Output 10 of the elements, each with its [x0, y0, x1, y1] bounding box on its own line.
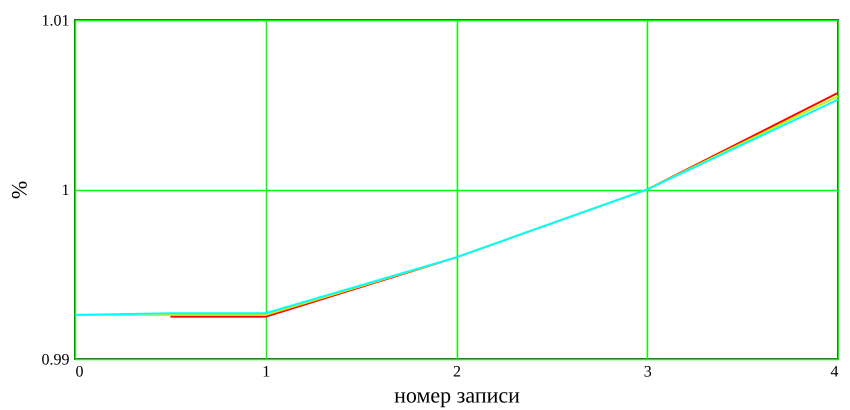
- x-axis-title: номер записи: [394, 382, 520, 408]
- x-tick-label: 2: [453, 364, 461, 380]
- y-tick-label: 0.99: [42, 352, 70, 368]
- x-tick-label: 4: [830, 364, 838, 380]
- y-tick-label: 1.01: [42, 12, 70, 30]
- y-axis-title: %: [6, 180, 32, 200]
- x-tick-label: 1: [262, 364, 270, 380]
- y-tick-label: 1: [62, 182, 70, 199]
- x-tick-label: 0: [76, 364, 84, 380]
- x-tick-label: 3: [644, 364, 652, 380]
